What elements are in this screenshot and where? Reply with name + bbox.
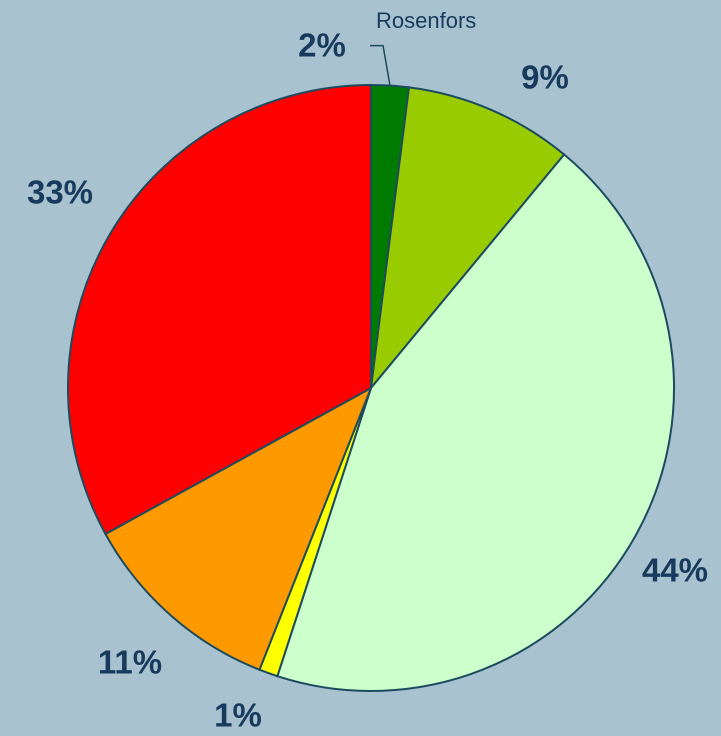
category-label: Rosenfors <box>376 8 476 33</box>
slice-label: 33% <box>27 174 93 211</box>
pie-slice <box>104 385 373 672</box>
slice-label: 2% <box>298 27 346 64</box>
slice-label: 11% <box>98 644 162 681</box>
slice-label: 44% <box>642 552 708 589</box>
slice-label: 9% <box>521 59 569 96</box>
pie-slice <box>276 153 675 692</box>
slice-label: 1% <box>214 697 262 734</box>
pie-slice <box>369 86 566 392</box>
leader-line <box>370 44 391 86</box>
pie-slice <box>67 83 372 536</box>
